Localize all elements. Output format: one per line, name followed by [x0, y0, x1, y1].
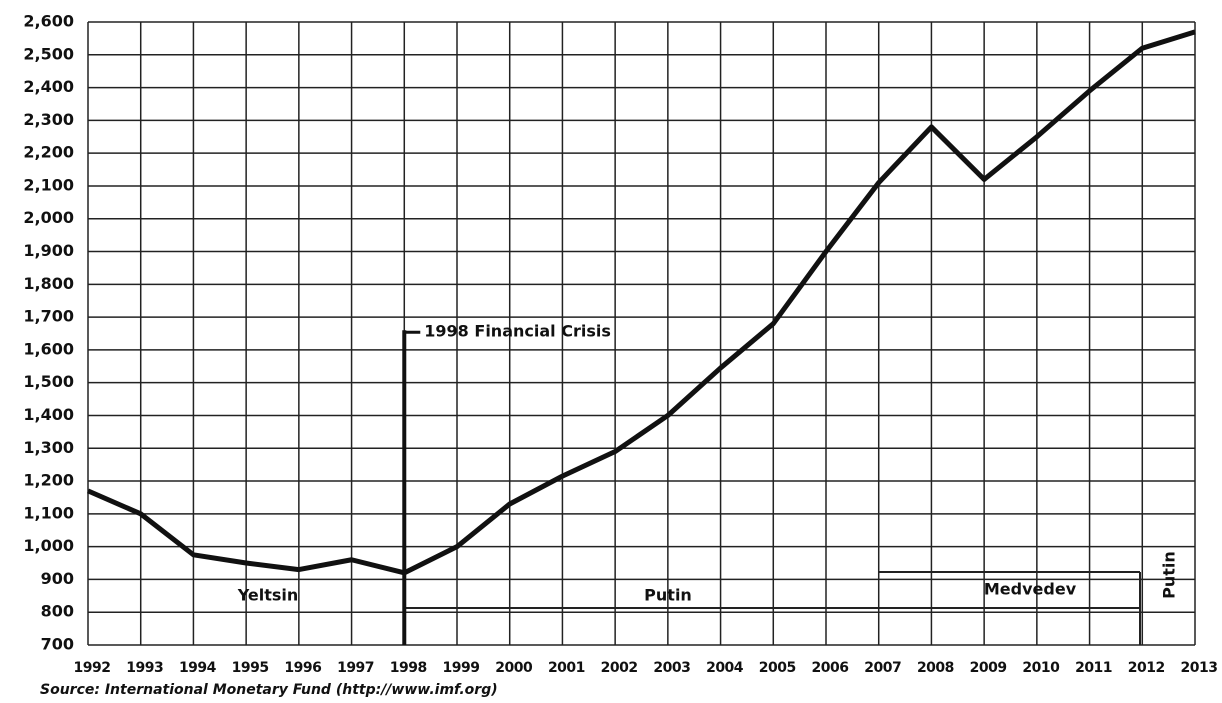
x-tick-label: 2011 [1075, 660, 1112, 676]
x-tick-label: 2001 [548, 660, 585, 676]
x-tick-label: 2000 [495, 660, 533, 676]
y-tick-label: 1,700 [23, 307, 74, 326]
era-label: Medvedev [984, 580, 1077, 599]
y-tick-label: 1,900 [23, 241, 74, 260]
y-tick-label: 1,500 [23, 372, 74, 391]
y-tick-label: 1,600 [23, 339, 74, 358]
x-tick-label: 2008 [917, 660, 954, 676]
x-tick-label: 1998 [390, 660, 427, 676]
source: Source: International Monetary Fund (htt… [40, 682, 498, 698]
x-tick-label: 2004 [706, 660, 744, 676]
x-tick-label: 1994 [179, 660, 217, 676]
x-tick-label: 1997 [337, 660, 374, 676]
x-tick-label: 2013 [1181, 660, 1218, 676]
x-tick-label: 1993 [126, 660, 163, 676]
y-tick-label: 2,400 [23, 77, 74, 96]
data-line [87, 29, 1196, 576]
y-tick-label: 2,600 [23, 12, 74, 31]
x-tick-label: 2005 [759, 660, 796, 676]
y-tick-label: 900 [41, 569, 74, 588]
era-label: Yeltsin [237, 586, 299, 605]
x-tick-label: 2009 [970, 660, 1007, 676]
x-tick-label: 2002 [601, 660, 638, 676]
x-tick-label: 1992 [74, 660, 111, 676]
y-tick-label: 1,100 [23, 503, 74, 522]
era-label: Putin [644, 586, 692, 605]
y-tick-label: 2,500 [23, 44, 74, 63]
y-tick-label: 700 [41, 635, 74, 654]
y-tick-label: 2,100 [23, 175, 74, 194]
x-tick-label: 1996 [284, 660, 321, 676]
y-tick-label: 800 [41, 602, 74, 621]
y-tick-label: 1,400 [23, 405, 74, 424]
x-tick-label: 2007 [864, 660, 901, 676]
x-tick-label: 2010 [1022, 660, 1060, 676]
x-tick-label: 2006 [812, 660, 849, 676]
x-tick-label: 2012 [1128, 660, 1165, 676]
y-tick-label: 2,300 [23, 110, 74, 129]
y-tick-label: 1,300 [23, 438, 74, 457]
y-tick-label: 1,200 [23, 471, 74, 490]
y-tick-label: 1,800 [23, 274, 74, 293]
y-tick-label: 2,200 [23, 143, 74, 162]
y-tick-label: 1,000 [23, 536, 74, 555]
x-tick-label: 2003 [653, 660, 690, 676]
annotation: 1998 Financial Crisis [424, 322, 611, 341]
y-tick-label: 2,000 [23, 208, 74, 227]
x-tick-label: 1995 [232, 660, 269, 676]
era-label: Putin [1160, 551, 1179, 599]
x-tick-label: 1999 [443, 660, 480, 676]
